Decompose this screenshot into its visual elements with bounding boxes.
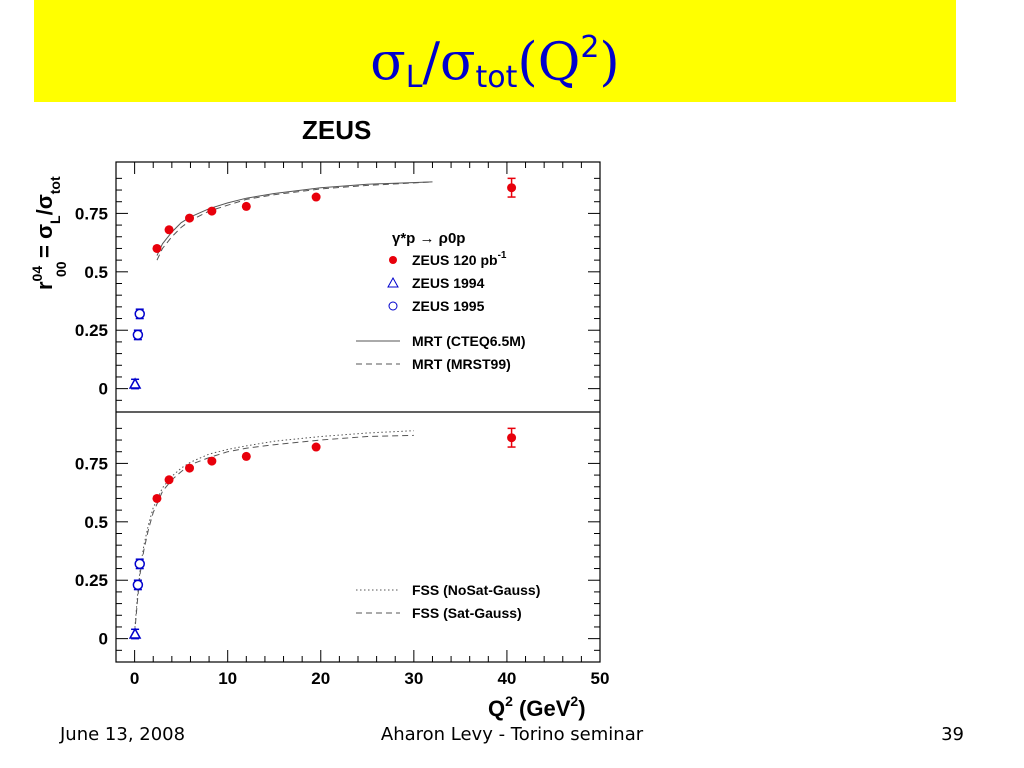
x-axis-label: Q2 (GeV2) [488,693,586,721]
legend-sup: -1 [498,250,507,261]
point-zeus-120 [241,451,251,461]
point-zeus-120 [207,456,217,466]
title-q: (Q [517,32,581,93]
y-tick-label: 0.75 [75,454,108,473]
legend-label-zeus-1995: ZEUS 1995 [412,298,485,314]
point-zeus-120 [241,201,251,211]
ylabel-sup: 04 [29,266,45,282]
footer-page-number: 39 [941,724,964,745]
y-tick-label: 0.5 [84,513,108,532]
point-zeus-1995 [134,308,145,320]
legend-label-zeus-120-pb-1: ZEUS 120 pb-1 [412,250,507,268]
xlabel-close: ) [578,696,585,721]
x-tick-label: 20 [311,669,330,688]
ylabel-eq: = σ [32,224,57,258]
point-zeus-1994 [128,377,142,389]
figure-label: ZEUS [302,115,371,145]
y-tick-label: 0.75 [75,204,108,223]
title-sigma-l: σ [370,32,406,93]
xlabel-unit-sup: 2 [570,693,578,709]
xlabel-sup: 2 [505,693,513,709]
legend-label-zeus-1994: ZEUS 1994 [412,275,485,291]
footer-date: June 13, 2008 [60,724,186,745]
footer-center: Aharon Levy - Torino seminar [380,724,644,745]
legend-label-mrt-mrst99: MRT (MRST99) [412,356,511,372]
curve-fss-sat-gauss [134,434,414,635]
title-close: ) [599,32,620,93]
y-tick-label: 0.25 [75,571,108,590]
svg-text:r04: r04 [29,266,57,290]
legend-label-mrt-cteq6-5m: MRT (CTEQ6.5M) [412,333,526,349]
point-zeus-120 [152,493,162,503]
title-sub-tot: tot [475,60,518,95]
y-tick-label: 0 [99,630,108,649]
title-bar: σL/σtot(Q2) [34,0,956,102]
y-axis-label: r04 00 = σL/σtot [29,176,69,290]
point-zeus-120 [164,225,174,235]
curve-fss-nosat-gauss [134,430,414,632]
point-zeus-120 [507,183,517,193]
x-tick-label: 30 [404,669,423,688]
x-tick-label: 0 [130,669,139,688]
slide-title: σL/σtot(Q2) [34,18,956,108]
point-zeus-120 [507,433,517,443]
xlabel-unit: (GeV [513,696,571,721]
y-tick-label: 0.25 [75,321,108,340]
title-sigma-tot: σ [440,32,476,93]
legend-label-fss-sat-gauss: FSS (Sat-Gauss) [412,605,522,621]
legend-top: γ*p → ρ0p ZEUS 120 pb-1 ZEUS 1994 ZEUS 1995… [356,230,526,372]
ylabel-r: r [32,281,57,290]
ylabel-l: L [47,215,63,224]
panel-top: 0 0.25 0.5 0.75 γ*p → ρ0p ZEUS 120 pb-1 ZEUS 1… [75,177,600,401]
point-zeus-120 [185,463,195,473]
legend-marker-zeus-1994 [387,276,399,288]
legend-bottom: FSS (NoSat-Gauss) FSS (Sat-Gauss) [356,582,540,621]
legend-marker-zeus-1995 [388,301,398,311]
title-sub-l: L [405,60,423,95]
legend-marker-zeus-120 [389,256,397,264]
point-zeus-1995 [132,329,144,341]
point-zeus-120 [207,206,217,216]
ylabel-tot: tot [47,176,63,194]
curve-mrt-mrst99 [156,181,433,261]
y-tick-label: 0.5 [84,263,108,282]
ylabel-slash: /σ [32,194,57,215]
point-zeus-1995 [132,579,144,591]
point-zeus-120 [311,442,321,452]
point-zeus-120 [152,243,162,253]
svg-text:= σL/σtot: = σL/σtot [32,176,63,258]
title-slash: / [422,32,441,93]
x-tick-label: 40 [497,669,516,688]
point-zeus-1995 [134,558,145,570]
point-zeus-1994 [128,627,142,639]
panel-bottom: 0 0.25 0.5 0.75 FSS (NoSat-Gauss) FSS (Sat-Ga… [75,427,600,651]
x-tick-label: 10 [218,669,237,688]
ylabel-sub: 00 [53,261,69,277]
x-tick-label: 50 [591,669,610,688]
process-label: γ*p → ρ0p [392,230,465,247]
y-tick-label: 0 [99,380,108,399]
xlabel-q: Q [488,696,505,721]
legend-label-fss-nosat-gauss: FSS (NoSat-Gauss) [412,582,540,598]
title-sup: 2 [580,30,600,65]
point-zeus-120 [164,475,174,485]
point-zeus-120 [185,213,195,223]
svg-text:Q2 (GeV2): Q2 (GeV2) [488,693,586,721]
point-zeus-120 [311,192,321,202]
